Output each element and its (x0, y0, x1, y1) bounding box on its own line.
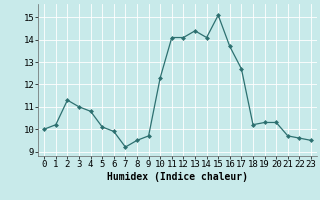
X-axis label: Humidex (Indice chaleur): Humidex (Indice chaleur) (107, 172, 248, 182)
